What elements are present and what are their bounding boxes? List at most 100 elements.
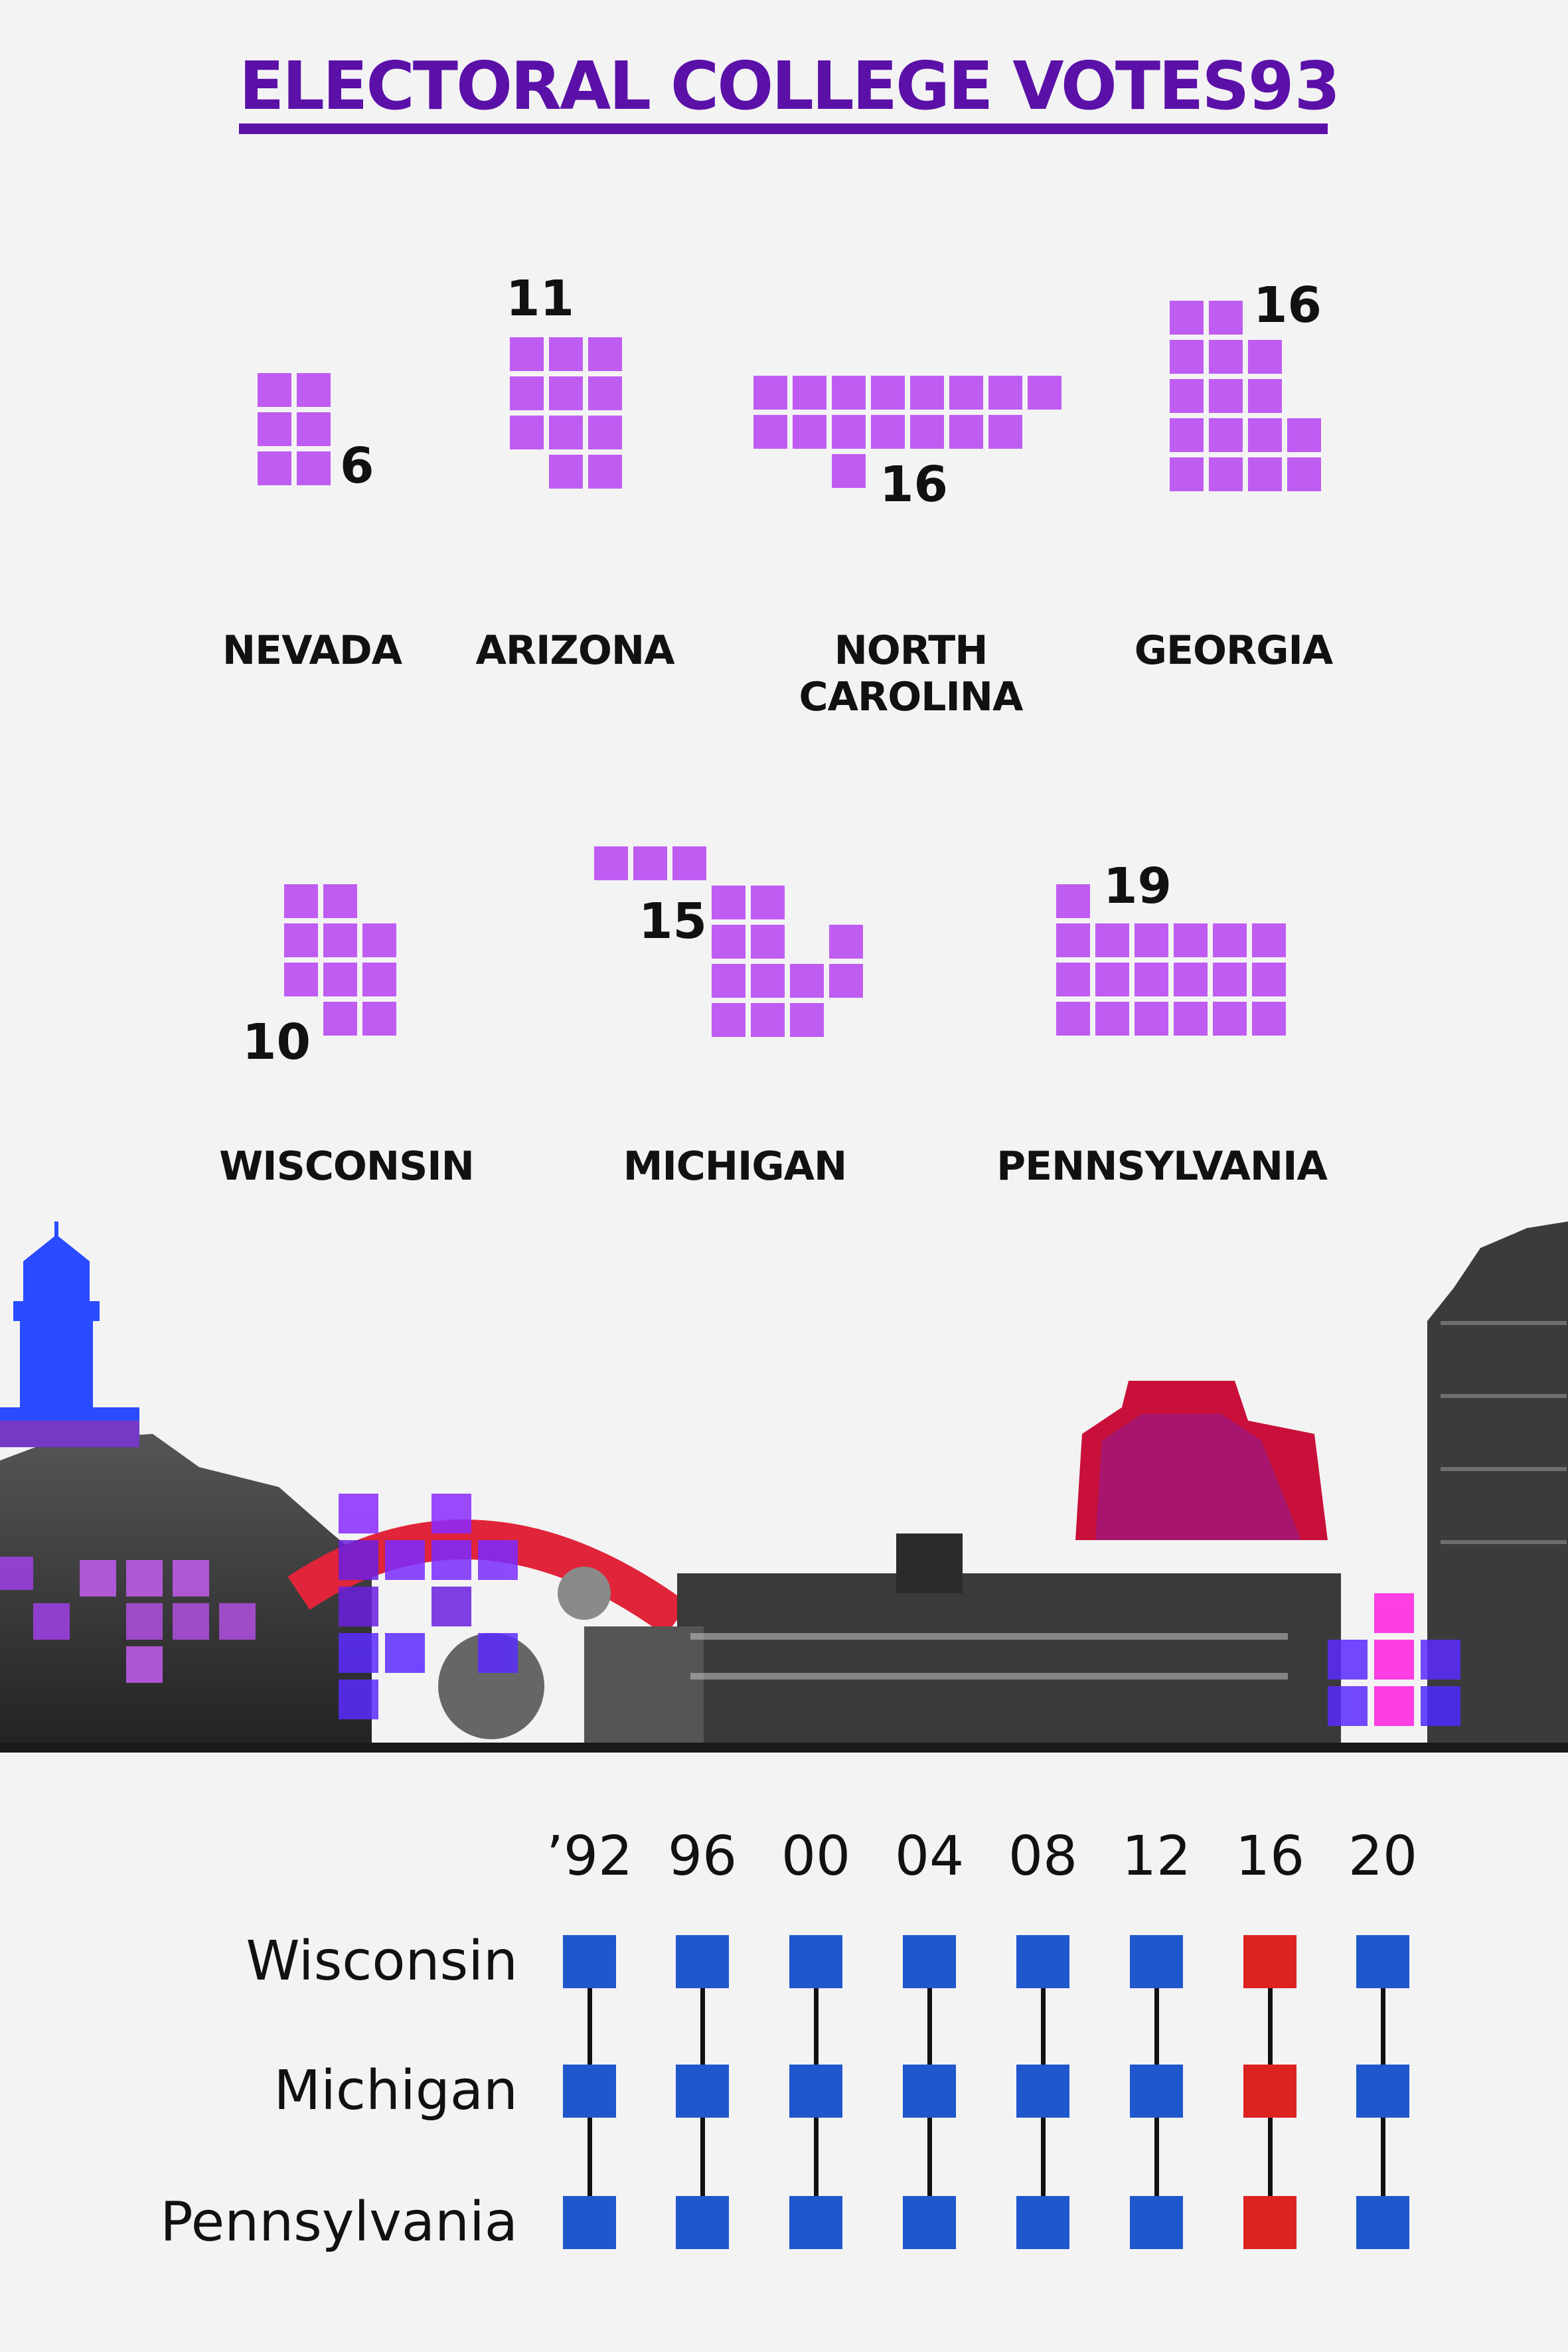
michigan-vote-cell — [829, 964, 863, 998]
arizona-vote-cell — [549, 376, 583, 410]
democrat-win-marker — [1130, 2065, 1183, 2118]
arizona-vote-cell — [510, 376, 544, 410]
michigan-vote-cell — [829, 925, 863, 959]
georgia-vote-cell — [1248, 379, 1282, 413]
arizona-vote-cell — [549, 416, 583, 449]
democrat-win-marker — [1016, 2196, 1069, 2249]
north-carolina-vote-cell — [832, 376, 866, 410]
michigan-vote-cell — [790, 1003, 824, 1037]
factory-image — [584, 1533, 1341, 1753]
state-row-label: Wisconsin — [246, 1930, 518, 1993]
democrat-win-marker — [1130, 2196, 1183, 2249]
wisconsin-vote-cell — [323, 923, 357, 957]
pennsylvania-vote-cell — [1056, 884, 1090, 918]
democrat-win-marker — [676, 2065, 729, 2118]
georgia-vote-cell — [1248, 457, 1282, 491]
pennsylvania-vote-cell — [1174, 923, 1208, 957]
decor-cells — [0, 1494, 1460, 1726]
democrat-win-marker — [789, 1935, 842, 1988]
georgia-vote-cell — [1248, 340, 1282, 374]
nevada-vote-cell — [258, 451, 291, 485]
north-carolina-vote-cell — [871, 415, 905, 449]
wisconsin-vote-cell — [362, 1002, 396, 1036]
democrat-win-marker — [1130, 1935, 1183, 1988]
chart-title: ELECTORAL COLLEGE VOTES 93 — [239, 40, 1340, 146]
republican-win-marker — [1243, 2196, 1296, 2249]
michigan-vote-cell — [751, 964, 785, 998]
wisconsin-vote-cell — [362, 923, 396, 957]
pennsylvania-vote-cell — [1056, 963, 1090, 996]
georgia-vote-cell — [1209, 418, 1243, 452]
pennsylvania-vote-cell — [1056, 1002, 1090, 1036]
pennsylvania-vote-cell — [1135, 1002, 1168, 1036]
title-underline — [239, 123, 1328, 134]
wisconsin-votes-label: 10 — [242, 1014, 311, 1071]
pennsylvania-vote-cell — [1252, 963, 1286, 996]
state-row-label: Pennsylvania — [160, 2191, 518, 2254]
north-carolina-name: NORTH CAROLINA — [758, 627, 1063, 720]
pennsylvania-vote-cell — [1056, 923, 1090, 957]
georgia-vote-cell — [1170, 340, 1204, 374]
michigan-vote-cell — [751, 1003, 785, 1037]
pennsylvania-votes-label: 19 — [1103, 858, 1172, 915]
michigan-vote-cell — [751, 925, 785, 959]
arizona-vote-cell — [588, 376, 622, 410]
north-carolina-vote-cell — [871, 376, 905, 410]
pennsylvania-vote-cell — [1213, 963, 1247, 996]
north-carolina-name-line: NORTH — [834, 627, 988, 674]
north-carolina-vote-cell — [793, 376, 826, 410]
democrat-win-marker — [1016, 2065, 1069, 2118]
north-carolina-votes-label: 16 — [880, 456, 948, 513]
georgia-vote-cell — [1170, 418, 1204, 452]
georgia-vote-cell — [1287, 457, 1321, 491]
nevada-vote-cell — [297, 451, 331, 485]
year-label: 96 — [667, 1825, 738, 1888]
pennsylvania-name-line: PENNSYLVANIA — [996, 1143, 1328, 1190]
georgia-vote-cell — [1170, 301, 1204, 335]
michigan-name: MICHIGAN — [582, 1143, 888, 1190]
arizona-vote-cell — [549, 337, 583, 371]
wisconsin-vote-cell — [362, 963, 396, 996]
north-carolina-vote-cell — [949, 376, 983, 410]
skyline-illustration — [0, 1221, 1568, 1753]
democrat-win-marker — [676, 2196, 729, 2249]
year-label: 08 — [1008, 1825, 1078, 1888]
democrat-win-marker — [903, 2196, 956, 2249]
year-label: 16 — [1235, 1825, 1305, 1888]
michigan-votes-label: 15 — [639, 893, 707, 950]
wisconsin-name: WISCONSIN — [194, 1143, 499, 1190]
arizona-name: ARIZONA — [442, 627, 708, 674]
tower-image — [1075, 1381, 1328, 1540]
wisconsin-vote-cell — [284, 884, 318, 918]
arizona-vote-cell — [510, 416, 544, 449]
north-carolina-vote-cell — [988, 415, 1022, 449]
north-carolina-vote-cell — [753, 415, 787, 449]
north-carolina-vote-cell — [988, 376, 1022, 410]
arizona-votes-label: 11 — [506, 270, 574, 327]
pennsylvania-vote-cell — [1252, 923, 1286, 957]
pennsylvania-vote-cell — [1174, 1002, 1208, 1036]
north-carolina-vote-cell — [910, 376, 944, 410]
democrat-win-marker — [563, 2196, 616, 2249]
georgia-vote-cell — [1209, 340, 1243, 374]
wisconsin-vote-cell — [323, 884, 357, 918]
democrat-win-marker — [1356, 2196, 1409, 2249]
pennsylvania-vote-cell — [1174, 963, 1208, 996]
year-label: 12 — [1121, 1825, 1192, 1888]
nevada-vote-cell — [258, 373, 291, 407]
arizona-name-line: ARIZONA — [475, 627, 674, 674]
nevada-vote-cell — [297, 373, 331, 407]
democrat-win-marker — [1016, 1935, 1069, 1988]
north-carolina-vote-cell — [832, 415, 866, 449]
democrat-win-marker — [1356, 2065, 1409, 2118]
lighthouse-image — [0, 1221, 139, 1447]
year-label: 20 — [1348, 1825, 1418, 1888]
michigan-vote-cell — [751, 886, 785, 919]
democrat-win-marker — [903, 1935, 956, 1988]
skyscraper-image — [1427, 1221, 1568, 1753]
pennsylvania-vote-cell — [1095, 923, 1129, 957]
north-carolina-vote-cell — [753, 376, 787, 410]
democrat-win-marker — [789, 2065, 842, 2118]
georgia-vote-cell — [1248, 418, 1282, 452]
